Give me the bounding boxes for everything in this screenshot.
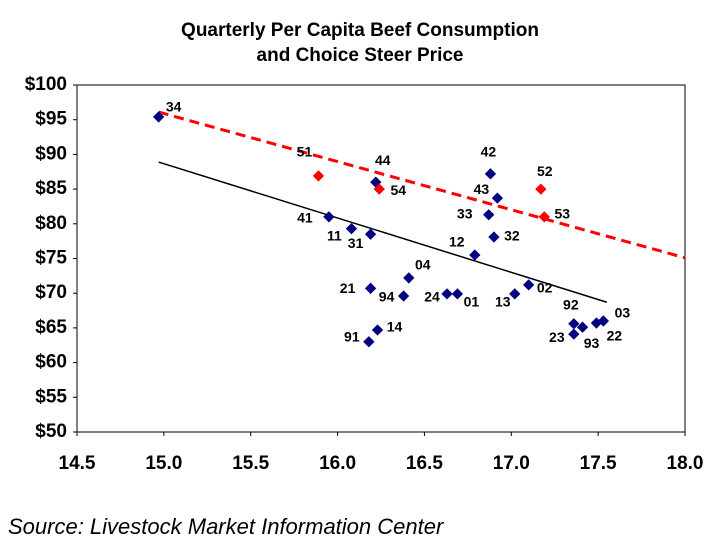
point-label: 22 xyxy=(607,328,623,344)
point-label: 24 xyxy=(424,289,440,305)
point xyxy=(509,288,521,300)
y-tick-label: $95 xyxy=(35,109,67,130)
point xyxy=(568,318,580,330)
point-label: 32 xyxy=(504,228,520,244)
point xyxy=(483,209,495,221)
x-tick-label: 15.5 xyxy=(232,453,269,474)
y-tick-label: $100 xyxy=(25,74,67,95)
point-label: 92 xyxy=(563,296,579,312)
x-tick-label: 16.0 xyxy=(319,453,356,474)
point-label: 41 xyxy=(297,210,313,226)
point-label: 23 xyxy=(549,329,565,345)
point xyxy=(597,315,610,327)
point xyxy=(441,288,453,300)
point-label: 94 xyxy=(379,289,395,305)
point xyxy=(576,321,589,333)
trend-line xyxy=(158,161,608,303)
point xyxy=(491,192,504,204)
point xyxy=(568,328,580,340)
point-label: 01 xyxy=(464,294,480,310)
x-tick-label: 14.5 xyxy=(59,453,96,474)
point-label: 31 xyxy=(348,235,364,251)
point-label: 51 xyxy=(297,144,313,160)
point xyxy=(312,170,325,182)
point xyxy=(364,282,377,294)
x-tick-label: 17.5 xyxy=(580,453,617,474)
point xyxy=(403,272,415,284)
y-tick-label: $55 xyxy=(35,386,67,407)
y-tick-label: $65 xyxy=(35,317,67,338)
plot-area xyxy=(76,84,686,433)
point xyxy=(397,290,410,302)
point xyxy=(373,183,385,195)
point-label: 02 xyxy=(537,280,553,296)
point-label: 03 xyxy=(615,305,631,321)
point xyxy=(371,324,384,336)
point-label: 43 xyxy=(474,181,490,197)
point-label: 42 xyxy=(481,144,497,160)
point-label: 13 xyxy=(495,294,511,310)
point xyxy=(345,223,358,235)
point xyxy=(484,168,497,180)
point-label: 93 xyxy=(584,335,600,351)
trend-line xyxy=(158,110,686,260)
y-tick-label: $70 xyxy=(35,282,67,303)
point-label: 34 xyxy=(166,99,182,115)
point xyxy=(364,228,377,240)
chart-title: Quarterly Per Capita Beef Consumption xyxy=(181,20,539,41)
point-label: 11 xyxy=(327,227,342,243)
point xyxy=(538,211,550,223)
y-tick-label: $80 xyxy=(35,213,67,234)
point xyxy=(451,288,464,300)
source-note: Source: Livestock Market Information Cen… xyxy=(8,514,445,539)
point-label: 04 xyxy=(415,257,431,273)
point-label: 54 xyxy=(390,182,406,198)
x-tick-label: 15.0 xyxy=(145,453,182,474)
point xyxy=(363,336,375,348)
point-label: 12 xyxy=(449,234,465,250)
chart-title: and Choice Steer Price xyxy=(257,45,464,66)
point xyxy=(323,211,335,223)
point-label: 52 xyxy=(537,163,553,179)
y-tick-label: $50 xyxy=(35,421,67,442)
point xyxy=(535,183,547,195)
x-tick-label: 17.0 xyxy=(493,453,530,474)
y-tick-label: $60 xyxy=(35,352,67,373)
point-label: 33 xyxy=(457,205,473,221)
point xyxy=(488,231,500,243)
point-label: 91 xyxy=(344,328,360,344)
y-tick-label: $90 xyxy=(35,143,67,164)
y-tick-label: $75 xyxy=(35,248,67,269)
point-label: 21 xyxy=(340,280,356,296)
point-label: 53 xyxy=(555,206,571,222)
point-label: 44 xyxy=(375,152,391,168)
x-tick-label: 16.5 xyxy=(406,453,443,474)
y-tick-label: $85 xyxy=(35,178,67,199)
point xyxy=(523,279,535,291)
point xyxy=(469,249,481,261)
point-label: 14 xyxy=(387,319,403,335)
x-tick-label: 18.0 xyxy=(667,453,704,474)
